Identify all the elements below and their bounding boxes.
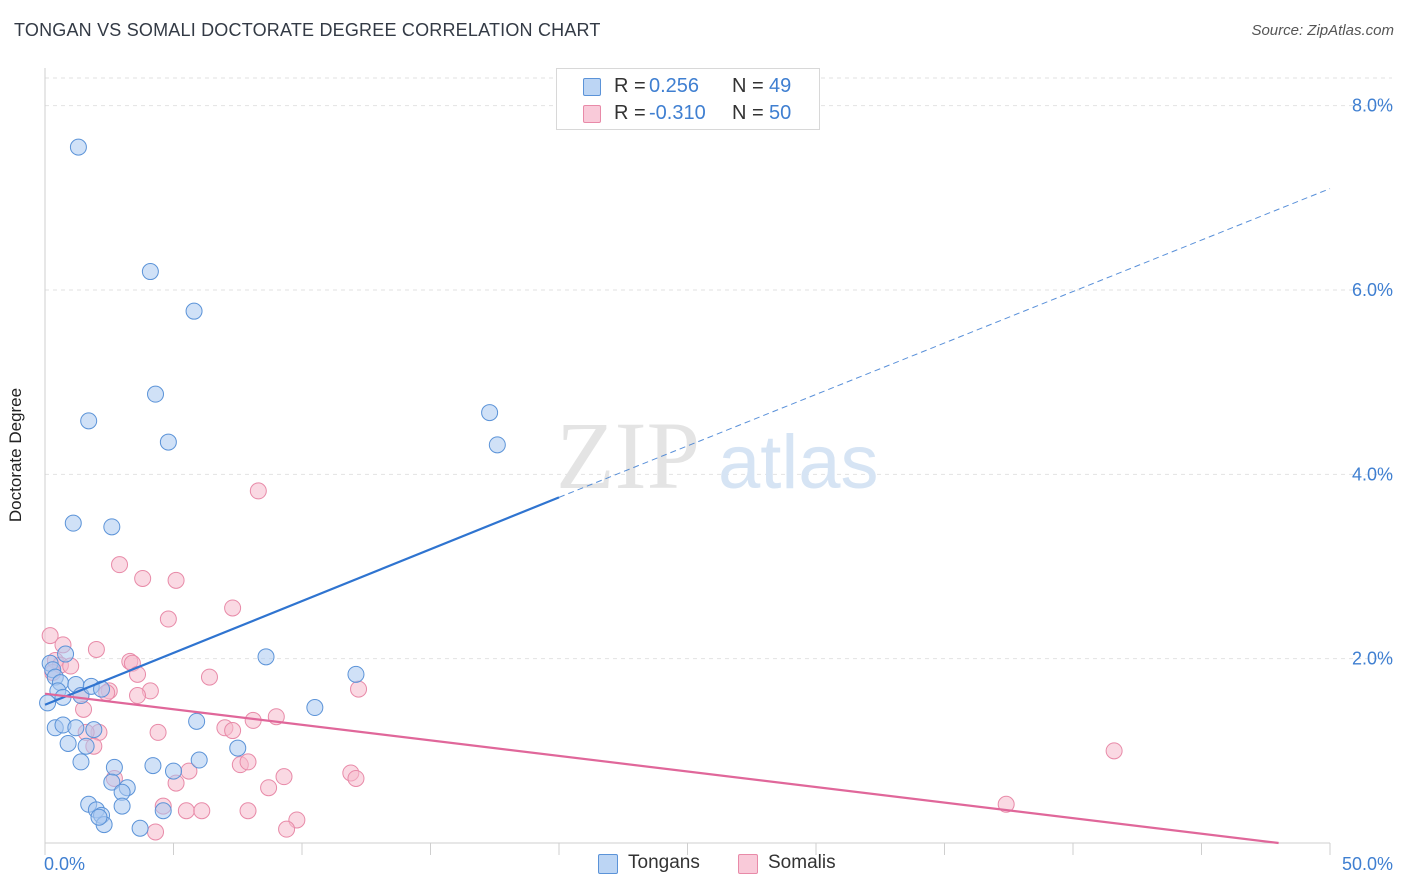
tongan-point <box>67 719 85 737</box>
somali-trend-line <box>44 692 1279 845</box>
somali-point <box>224 599 242 617</box>
somali-point <box>41 627 59 645</box>
somali-point <box>167 571 185 589</box>
tongan-point <box>257 648 275 666</box>
tongan-point <box>131 819 149 837</box>
tongan-point <box>77 737 95 755</box>
legend-row-somalis: R = -0.310 N = 50 <box>557 99 819 129</box>
tongan-point <box>188 712 206 730</box>
somali-point <box>260 779 278 797</box>
tongan-point <box>306 699 324 717</box>
legend-stats: R = 0.256 N = 49 R = -0.310 N = 50 <box>556 68 820 130</box>
x-tick-label: 0.0% <box>44 854 85 874</box>
tongan-point <box>85 721 103 739</box>
x-tick-label: 50.0% <box>1342 854 1393 874</box>
tongan-point <box>72 753 90 771</box>
n-value: 49 <box>769 75 792 97</box>
trend-lines <box>44 188 1331 845</box>
tongan-point <box>69 138 87 156</box>
tongan-point <box>481 404 499 422</box>
somali-point <box>147 823 165 841</box>
somali-point <box>350 680 368 698</box>
tongan-point <box>229 739 247 757</box>
somali-point <box>997 795 1015 813</box>
r-label: R = <box>614 75 646 97</box>
n-label: N = <box>732 75 764 97</box>
tongan-swatch <box>583 78 601 96</box>
tongan-point <box>80 412 98 430</box>
somali-point <box>239 753 257 771</box>
r-value: 0.256 <box>649 75 700 97</box>
r-value: -0.310 <box>649 102 706 124</box>
tongan-point <box>147 385 165 403</box>
somali-point <box>177 802 195 820</box>
somali-point <box>149 723 167 741</box>
legend-row-tongans: R = 0.256 N = 49 <box>557 72 819 102</box>
tongan-points <box>39 138 506 837</box>
tongan-swatch <box>598 854 618 874</box>
somali-swatch <box>583 105 601 123</box>
tongan-point <box>113 797 131 815</box>
chart-title: TONGAN VS SOMALI DOCTORATE DEGREE CORREL… <box>14 20 601 40</box>
r-label: R = <box>614 102 646 124</box>
tongan-point <box>488 436 506 454</box>
y-tick-label: 6.0% <box>1352 280 1393 300</box>
somali-point <box>275 768 293 786</box>
watermark: ZIP atlas <box>556 402 879 509</box>
somali-point <box>75 700 93 718</box>
somali-point <box>129 687 147 705</box>
legend-label: Tongans <box>628 852 700 873</box>
tongan-point <box>103 518 121 536</box>
watermark-atlas: atlas <box>718 420 879 505</box>
source-label: Source: ZipAtlas.com <box>1251 22 1394 39</box>
somali-point <box>200 668 218 686</box>
somali-point <box>193 802 211 820</box>
somali-point <box>249 482 267 500</box>
somali-point <box>134 569 152 587</box>
legend-label: Somalis <box>768 852 836 873</box>
tongan-point <box>105 758 123 776</box>
tongan-point <box>347 665 365 683</box>
somali-point <box>87 640 105 658</box>
tongan-trend-extension <box>558 188 1331 498</box>
y-tick-label: 8.0% <box>1352 96 1393 116</box>
somali-point <box>1105 742 1123 760</box>
tongan-trend-line <box>44 496 560 706</box>
somali-swatch <box>738 854 758 874</box>
tongan-point <box>144 757 162 775</box>
tongan-point <box>159 433 177 451</box>
tongan-point <box>190 751 208 769</box>
somali-point <box>278 820 296 838</box>
y-tick-label: 2.0% <box>1352 649 1393 669</box>
tongan-point <box>64 514 82 532</box>
somali-point <box>224 722 242 740</box>
axes <box>44 68 1331 855</box>
tongan-point <box>141 263 159 281</box>
tongan-point <box>185 302 203 320</box>
n-value: 50 <box>769 102 792 124</box>
tongan-point <box>59 734 77 752</box>
n-label: N = <box>732 102 764 124</box>
tongan-point <box>90 808 108 826</box>
somali-point <box>111 556 129 574</box>
somali-points <box>41 482 1123 841</box>
somali-point <box>159 610 177 628</box>
y-axis-label: Doctorate Degree <box>6 387 25 523</box>
watermark-zip: ZIP <box>556 402 700 509</box>
y-tick-label: 4.0% <box>1352 464 1393 484</box>
y-tick-labels: 2.0% 4.0% 6.0% 8.0% <box>1352 96 1393 669</box>
tongan-point <box>103 773 121 791</box>
tongan-point <box>154 802 172 820</box>
somali-point <box>239 802 257 820</box>
tongan-point <box>165 762 182 780</box>
legend-series: Tongans Somalis <box>0 851 1406 877</box>
grid-lines <box>45 77 1392 660</box>
somali-point <box>347 769 365 787</box>
tongan-point <box>57 645 75 663</box>
x-tick-labels: 0.0% 50.0% <box>44 854 1393 874</box>
